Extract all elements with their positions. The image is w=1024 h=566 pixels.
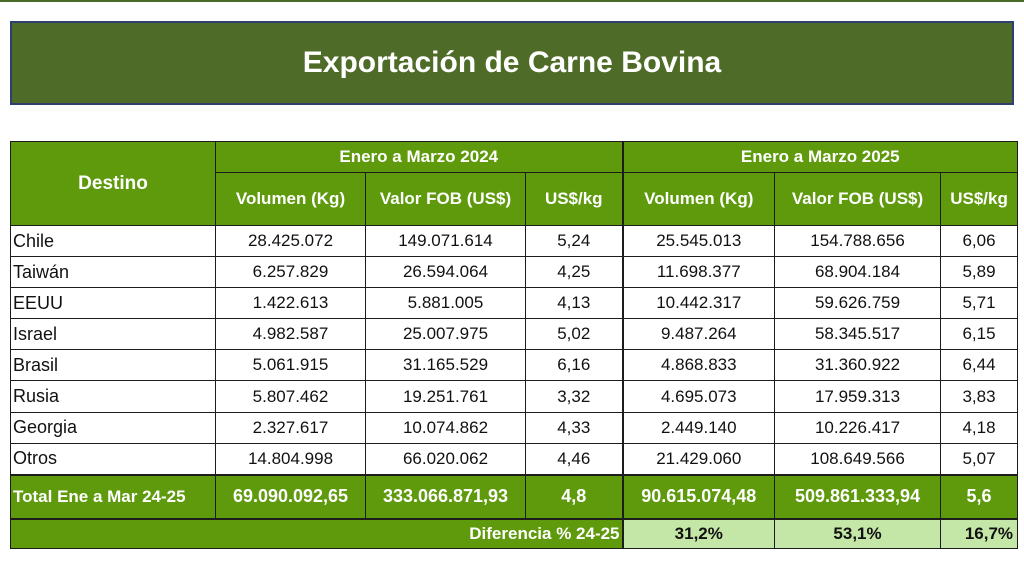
cell-destino: Taiwán: [10, 256, 216, 289]
title-banner: Exportación de Carne Bovina: [10, 21, 1014, 105]
cell-fob-2024: 5.881.005: [365, 287, 526, 320]
header-volumen-2024: Volumen (Kg): [215, 172, 366, 226]
header-uskg-2024: US$/kg: [524, 172, 624, 226]
cell-uskg-2024: 5,02: [524, 318, 624, 351]
export-table: Destino Enero a Marzo 2024 Enero a Marzo…: [9, 141, 1019, 549]
table-row: Rusia 5.807.462 19.251.761 3,32 4.695.07…: [10, 380, 1019, 413]
cell-uskg-2024: 6,16: [524, 349, 624, 382]
cell-uskg-2024: 5,24: [524, 224, 624, 258]
table-row: EEUU 1.422.613 5.881.005 4,13 10.442.317…: [10, 287, 1019, 320]
cell-fob-2025: 10.226.417: [774, 411, 942, 444]
difference-row: Diferencia % 24-25 31,2% 53,1% 16,7%: [9, 518, 1019, 549]
table-row: Brasil 5.061.915 31.165.529 6,16 4.868.8…: [10, 349, 1019, 382]
cell-uskg-2025: 6,15: [940, 318, 1019, 351]
cell-volumen-2025: 10.442.317: [621, 287, 776, 320]
cell-fob-2024: 19.251.761: [365, 380, 526, 413]
cell-destino: Georgia: [10, 411, 216, 444]
cell-volumen-2024: 6.257.829: [215, 256, 366, 289]
cell-fob-2025: 154.788.656: [774, 224, 942, 258]
cell-destino: Otros: [10, 442, 216, 476]
difference-uskg: 16,7%: [940, 518, 1019, 549]
difference-fob: 53,1%: [774, 518, 942, 549]
top-rule: [0, 0, 1024, 2]
cell-fob-2024: 149.071.614: [365, 224, 526, 258]
difference-label: Diferencia % 24-25: [9, 518, 624, 549]
cell-uskg-2024: 3,32: [524, 380, 624, 413]
total-label: Total Ene a Mar 24-25: [10, 473, 216, 520]
cell-fob-2024: 31.165.529: [365, 349, 526, 382]
cell-volumen-2024: 4.982.587: [215, 318, 366, 351]
header-fob-2025: Valor FOB (US$): [774, 172, 942, 226]
cell-uskg-2025: 5,07: [940, 442, 1019, 476]
table-row: Otros 14.804.998 66.020.062 4,46 21.429.…: [10, 442, 1019, 476]
cell-volumen-2025: 4.695.073: [621, 380, 776, 413]
cell-fob-2025: 59.626.759: [774, 287, 942, 320]
total-uskg-2025: 5,6: [940, 473, 1019, 520]
cell-volumen-2024: 1.422.613: [215, 287, 366, 320]
table-row: Chile 28.425.072 149.071.614 5,24 25.545…: [10, 224, 1019, 258]
cell-fob-2025: 31.360.922: [774, 349, 942, 382]
cell-uskg-2025: 3,83: [940, 380, 1019, 413]
cell-destino: Rusia: [10, 380, 216, 413]
cell-uskg-2025: 6,44: [940, 349, 1019, 382]
header-volumen-2025: Volumen (Kg): [621, 172, 776, 226]
cell-fob-2025: 17.959.313: [774, 380, 942, 413]
header-destino: Destino: [10, 141, 216, 226]
header-period-2024: Enero a Marzo 2024: [214, 141, 624, 173]
cell-volumen-2025: 25.545.013: [621, 224, 776, 258]
cell-volumen-2024: 28.425.072: [215, 224, 366, 258]
cell-volumen-2025: 9.487.264: [621, 318, 776, 351]
total-volumen-2024: 69.090.092,65: [215, 473, 366, 520]
cell-uskg-2025: 4,18: [940, 411, 1019, 444]
total-uskg-2024: 4,8: [524, 473, 624, 520]
cell-uskg-2024: 4,13: [524, 287, 624, 320]
cell-volumen-2024: 14.804.998: [215, 442, 366, 476]
table-row: Georgia 2.327.617 10.074.862 4,33 2.449.…: [10, 411, 1019, 444]
header-row-columns: Volumen (Kg) Valor FOB (US$) US$/kg Volu…: [11, 172, 1019, 226]
cell-uskg-2024: 4,46: [524, 442, 624, 476]
cell-volumen-2025: 11.698.377: [621, 256, 776, 289]
page-title: Exportación de Carne Bovina: [302, 46, 722, 79]
total-fob-2025: 509.861.333,94: [774, 473, 942, 520]
cell-destino: EEUU: [10, 287, 216, 320]
table-row: Taiwán 6.257.829 26.594.064 4,25 11.698.…: [10, 256, 1019, 289]
cell-fob-2024: 25.007.975: [365, 318, 526, 351]
cell-destino: Brasil: [10, 349, 216, 382]
cell-volumen-2025: 4.868.833: [621, 349, 776, 382]
cell-fob-2025: 68.904.184: [774, 256, 942, 289]
cell-fob-2025: 108.649.566: [774, 442, 942, 476]
header-fob-2024: Valor FOB (US$): [365, 172, 526, 226]
total-row: Total Ene a Mar 24-25 69.090.092,65 333.…: [10, 473, 1019, 520]
table-row: Israel 4.982.587 25.007.975 5,02 9.487.2…: [10, 318, 1019, 351]
difference-volumen: 31,2%: [621, 518, 776, 549]
total-fob-2024: 333.066.871,93: [365, 473, 526, 520]
total-volumen-2025: 90.615.074,48: [621, 473, 776, 520]
header-period-2025: Enero a Marzo 2025: [621, 141, 1019, 173]
cell-destino: Israel: [10, 318, 216, 351]
cell-fob-2024: 10.074.862: [365, 411, 526, 444]
cell-volumen-2025: 21.429.060: [621, 442, 776, 476]
cell-volumen-2025: 2.449.140: [621, 411, 776, 444]
cell-destino: Chile: [10, 224, 216, 258]
cell-fob-2025: 58.345.517: [774, 318, 942, 351]
header-uskg-2025: US$/kg: [940, 172, 1019, 226]
cell-fob-2024: 66.020.062: [365, 442, 526, 476]
cell-volumen-2024: 2.327.617: [215, 411, 366, 444]
cell-volumen-2024: 5.807.462: [215, 380, 366, 413]
cell-uskg-2025: 5,71: [940, 287, 1019, 320]
cell-uskg-2025: 5,89: [940, 256, 1019, 289]
cell-fob-2024: 26.594.064: [365, 256, 526, 289]
header-row-periods: Destino Enero a Marzo 2024 Enero a Marzo…: [10, 141, 1019, 226]
cell-uskg-2024: 4,33: [524, 411, 624, 444]
cell-uskg-2024: 4,25: [524, 256, 624, 289]
cell-uskg-2025: 6,06: [940, 224, 1019, 258]
cell-volumen-2024: 5.061.915: [215, 349, 366, 382]
